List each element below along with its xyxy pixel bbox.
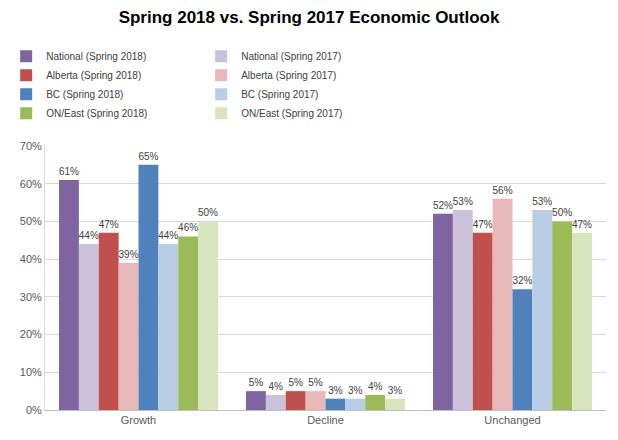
- svg-text:30%: 30%: [20, 291, 42, 303]
- svg-text:National (Spring 2018): National (Spring 2018): [46, 51, 146, 62]
- svg-text:40%: 40%: [20, 253, 42, 265]
- svg-text:44%: 44%: [158, 230, 178, 241]
- svg-text:52%: 52%: [433, 200, 453, 211]
- svg-text:3%: 3%: [348, 385, 363, 396]
- svg-text:ON/East (Spring 2018): ON/East (Spring 2018): [46, 108, 147, 119]
- svg-text:47%: 47%: [572, 219, 592, 230]
- svg-text:53%: 53%: [532, 196, 552, 207]
- svg-text:32%: 32%: [512, 275, 532, 286]
- svg-text:70%: 70%: [20, 140, 42, 152]
- svg-text:4%: 4%: [368, 381, 383, 392]
- svg-text:61%: 61%: [59, 166, 79, 177]
- svg-text:47%: 47%: [473, 219, 493, 230]
- svg-text:ON/East (Spring 2017): ON/East (Spring 2017): [241, 108, 342, 119]
- svg-text:4%: 4%: [269, 381, 284, 392]
- svg-text:3%: 3%: [328, 385, 343, 396]
- svg-text:44%: 44%: [79, 230, 99, 241]
- svg-text:20%: 20%: [20, 328, 42, 340]
- svg-text:Decline: Decline: [307, 414, 344, 426]
- svg-text:10%: 10%: [20, 366, 42, 378]
- svg-text:Alberta (Spring 2018): Alberta (Spring 2018): [46, 70, 141, 81]
- svg-text:National (Spring 2017): National (Spring 2017): [241, 51, 341, 62]
- svg-text:50%: 50%: [20, 215, 42, 227]
- svg-text:0%: 0%: [26, 404, 42, 416]
- svg-text:Spring 2018 vs. Spring 2017 Ec: Spring 2018 vs. Spring 2017 Economic Out…: [119, 8, 500, 27]
- svg-text:BC (Spring 2018): BC (Spring 2018): [46, 89, 123, 100]
- svg-text:65%: 65%: [138, 151, 158, 162]
- svg-text:3%: 3%: [388, 385, 403, 396]
- svg-text:53%: 53%: [453, 196, 473, 207]
- svg-text:5%: 5%: [288, 377, 303, 388]
- svg-text:46%: 46%: [178, 222, 198, 233]
- svg-text:60%: 60%: [20, 178, 42, 190]
- svg-text:50%: 50%: [198, 207, 218, 218]
- svg-text:Unchanged: Unchanged: [484, 414, 540, 426]
- svg-text:50%: 50%: [552, 207, 572, 218]
- svg-text:BC (Spring 2017): BC (Spring 2017): [241, 89, 318, 100]
- svg-text:5%: 5%: [308, 377, 323, 388]
- svg-text:Growth: Growth: [121, 414, 156, 426]
- svg-text:39%: 39%: [119, 249, 139, 260]
- svg-text:5%: 5%: [249, 377, 264, 388]
- svg-text:Alberta (Spring 2017): Alberta (Spring 2017): [241, 70, 336, 81]
- svg-text:47%: 47%: [99, 219, 119, 230]
- svg-text:56%: 56%: [493, 185, 513, 196]
